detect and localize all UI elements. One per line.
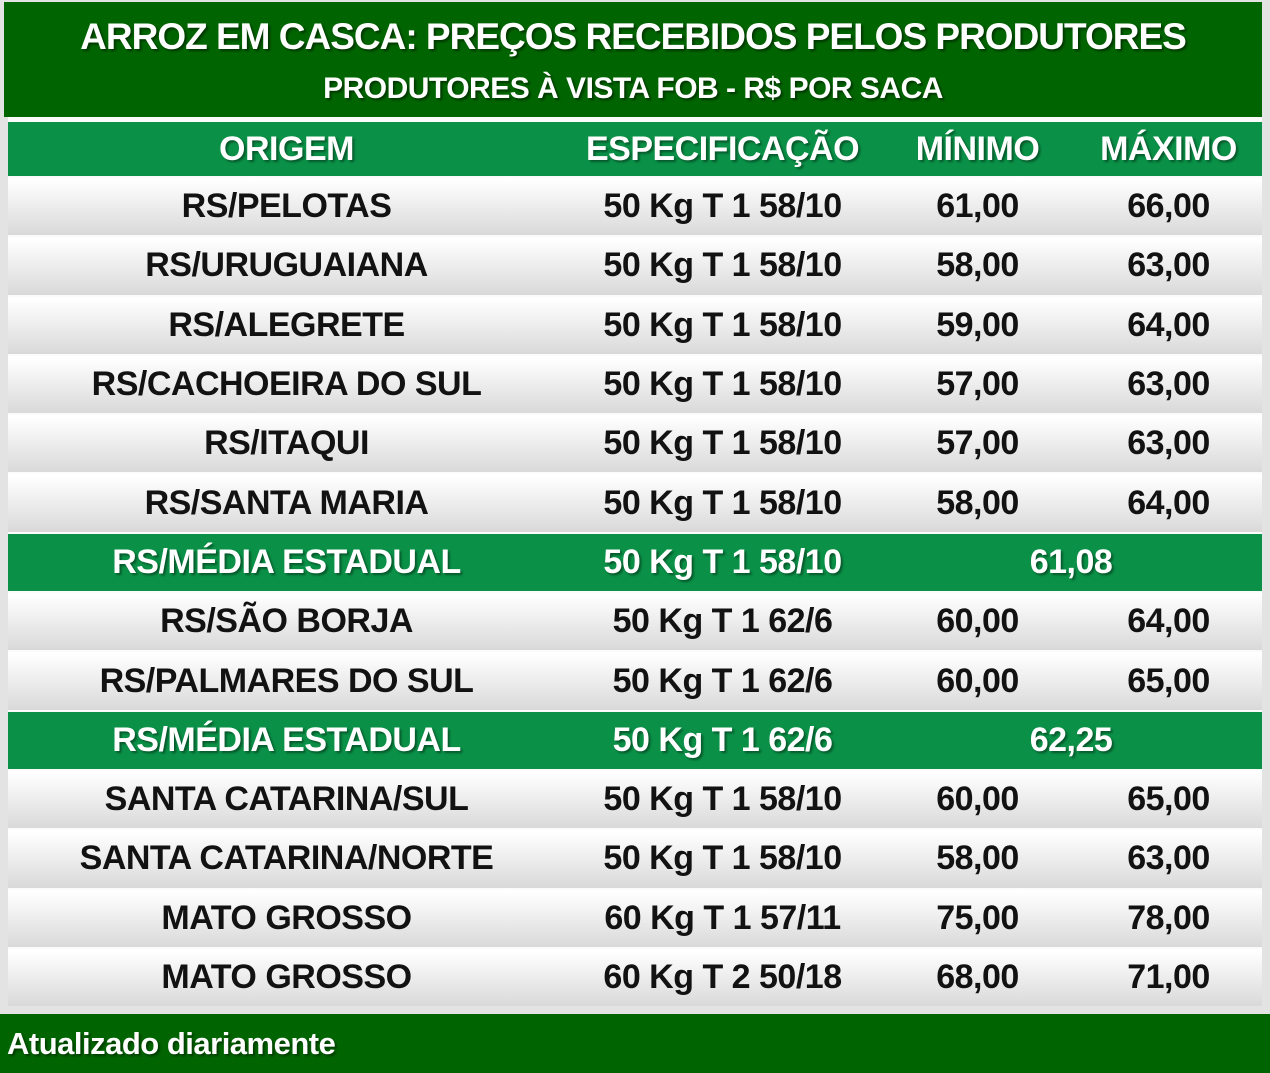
cell-especificacao: 50 Kg T 1 62/6	[612, 720, 833, 759]
cell-especificacao: 50 Kg T 1 58/10	[603, 365, 842, 404]
cell-media: 62,25	[1029, 720, 1113, 759]
cell-maximo: 64,00	[1127, 483, 1210, 522]
cell-origem: MATO GROSSO	[161, 898, 412, 937]
header-divider	[8, 117, 1262, 122]
cell-especificacao: 60 Kg T 2 50/18	[603, 958, 842, 996]
cell-maximo: 65,00	[1127, 780, 1210, 819]
cell-minimo: 60,00	[936, 602, 1019, 641]
cell-especificacao: 50 Kg T 1 62/6	[612, 602, 833, 641]
table-body: RS/PELOTAS 50 Kg T 1 58/10 61,00 66,00 R…	[8, 178, 1262, 1007]
table-row: RS/PALMARES DO SUL 50 Kg T 1 62/6 60,00 …	[8, 652, 1262, 710]
cell-minimo: 61,00	[936, 187, 1019, 226]
cell-especificacao: 60 Kg T 1 57/11	[604, 898, 841, 937]
cell-especificacao: 50 Kg T 1 58/10	[603, 305, 842, 344]
column-header-minimo: MÍNIMO	[915, 129, 1040, 168]
cell-maximo: 63,00	[1127, 839, 1210, 878]
cell-origem: RS/SÃO BORJA	[160, 602, 413, 641]
cell-maximo: 64,00	[1127, 305, 1210, 344]
cell-minimo: 60,00	[936, 661, 1019, 700]
cell-especificacao: 50 Kg T 1 62/6	[612, 661, 833, 700]
table-row: SANTA CATARINA/NORTE 50 Kg T 1 58/10 58,…	[8, 830, 1262, 888]
table-row: RS/CACHOEIRA DO SUL 50 Kg T 1 58/10 57,0…	[8, 355, 1262, 414]
table-row: MATO GROSSO 60 Kg T 1 57/11 75,00 78,00	[8, 889, 1262, 947]
cell-maximo: 63,00	[1127, 365, 1210, 404]
cell-minimo: 58,00	[936, 483, 1019, 522]
column-header-maximo: MÁXIMO	[1100, 129, 1237, 168]
cell-maximo: 64,00	[1127, 602, 1210, 641]
cell-maximo: 78,00	[1127, 898, 1210, 937]
cell-origem: RS/PALMARES DO SUL	[99, 661, 474, 700]
cell-origem: RS/ITAQUI	[204, 424, 369, 463]
cell-origem: RS/URUGUAIANA	[145, 246, 428, 285]
cell-especificacao: 50 Kg T 1 58/10	[603, 424, 842, 463]
footer-note: Atualizado diariamente	[0, 1014, 1270, 1073]
cell-especificacao: 50 Kg T 1 58/10	[603, 780, 842, 819]
cell-origem: MATO GROSSO	[161, 958, 412, 996]
cell-origem: RS/SANTA MARIA	[144, 483, 429, 522]
cell-especificacao: 50 Kg T 1 58/10	[603, 483, 842, 522]
table-row: RS/PELOTAS 50 Kg T 1 58/10 61,00 66,00	[8, 178, 1262, 236]
column-header-especificacao: ESPECIFICAÇÃO	[585, 129, 860, 168]
cell-media: 61,08	[1029, 542, 1113, 581]
cell-especificacao: 50 Kg T 1 58/10	[603, 246, 842, 285]
cell-minimo: 68,00	[936, 958, 1019, 996]
column-header-origem: ORIGEM	[219, 129, 354, 168]
cell-minimo: 57,00	[936, 365, 1019, 404]
cell-origem: RS/CACHOEIRA DO SUL	[91, 365, 482, 404]
table-row: RS/SÃO BORJA 50 Kg T 1 62/6 60,00 64,00	[8, 593, 1262, 651]
page-title: ARROZ EM CASCA: PREÇOS RECEBIDOS PELOS P…	[80, 15, 1187, 57]
cell-minimo: 57,00	[936, 424, 1019, 463]
cell-maximo: 65,00	[1127, 661, 1210, 700]
cell-origem: RS/MÉDIA ESTADUAL	[112, 542, 461, 581]
cell-maximo: 63,00	[1127, 246, 1210, 285]
cell-minimo: 59,00	[936, 305, 1019, 344]
cell-maximo: 71,00	[1127, 958, 1210, 996]
table-row: RS/URUGUAIANA 50 Kg T 1 58/10 58,00 63,0…	[8, 237, 1262, 295]
table-header-row: ORIGEM ESPECIFICAÇÃO MÍNIMO MÁXIMO	[8, 122, 1262, 176]
cell-maximo: 63,00	[1127, 424, 1210, 463]
table-row-media-estadual: RS/MÉDIA ESTADUAL 50 Kg T 1 62/6 62,25	[8, 711, 1262, 769]
table-row-media-estadual: RS/MÉDIA ESTADUAL 50 Kg T 1 58/10 61,08	[8, 533, 1262, 592]
cell-maximo: 66,00	[1127, 187, 1210, 226]
cell-especificacao: 50 Kg T 1 58/10	[603, 542, 842, 581]
table-row: RS/ITAQUI 50 Kg T 1 58/10 57,00 63,00	[8, 415, 1262, 473]
cell-minimo: 58,00	[936, 839, 1019, 878]
table-row: RS/SANTA MARIA 50 Kg T 1 58/10 58,00 64,…	[8, 474, 1262, 532]
cell-origem: RS/ALEGRETE	[168, 305, 405, 344]
cell-especificacao: 50 Kg T 1 58/10	[603, 839, 842, 878]
cell-minimo: 60,00	[936, 780, 1019, 819]
page-subtitle: PRODUTORES À VISTA FOB - R$ POR SACA	[323, 71, 943, 105]
cell-especificacao: 50 Kg T 1 58/10	[603, 187, 842, 226]
header: ARROZ EM CASCA: PREÇOS RECEBIDOS PELOS P…	[4, 2, 1262, 117]
cell-minimo: 58,00	[936, 246, 1019, 285]
cell-minimo: 75,00	[936, 898, 1019, 937]
table-row: RS/ALEGRETE 50 Kg T 1 58/10 59,00 64,00	[8, 296, 1262, 354]
table-row: SANTA CATARINA/SUL 50 Kg T 1 58/10 60,00…	[8, 770, 1262, 829]
cell-origem: RS/PELOTAS	[181, 187, 392, 226]
cell-origem: SANTA CATARINA/SUL	[104, 780, 469, 819]
table-row: MATO GROSSO 60 Kg T 2 50/18 68,00 71,00	[8, 948, 1262, 1007]
price-table: ORIGEM ESPECIFICAÇÃO MÍNIMO MÁXIMO RS/PE…	[8, 122, 1262, 1007]
cell-origem: SANTA CATARINA/NORTE	[79, 839, 494, 878]
cell-origem: RS/MÉDIA ESTADUAL	[112, 720, 461, 759]
